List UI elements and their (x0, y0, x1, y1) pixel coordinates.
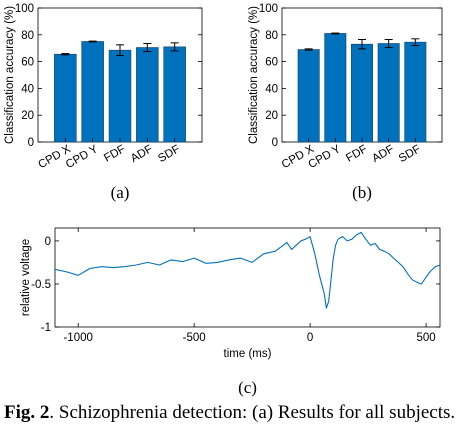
category-label: SDF (397, 143, 423, 165)
y-tick-label: 100 (15, 3, 34, 15)
plot-frame (54, 227, 441, 328)
signal-line (54, 231, 441, 309)
bar (324, 33, 347, 143)
category-label: FDF (344, 143, 369, 165)
x-axis-label: time (ms) (224, 348, 272, 360)
y-tick-label: 40 (265, 83, 278, 95)
y-tick-label: 20 (21, 110, 34, 122)
category-label: SDF (156, 143, 182, 165)
bar (351, 43, 373, 143)
bar (404, 41, 427, 143)
bar (163, 46, 186, 143)
y-tick-label: 40 (21, 83, 34, 95)
y-axis-label: relative voltage (20, 239, 32, 316)
figure-caption: Fig. 2. Schizophrenia detection: (a) Res… (4, 402, 474, 424)
y-tick-label: 0 (28, 137, 34, 149)
y-tick-label: -1 (41, 322, 51, 334)
y-axis-label: Classification accuracy (%) (4, 6, 16, 144)
y-tick-label: 20 (265, 110, 278, 122)
y-axis-label: Classification accuracy (%) (248, 6, 260, 144)
y-tick-label: 0 (45, 236, 51, 248)
x-tick-label: -1000 (63, 332, 92, 344)
bar (108, 49, 132, 143)
y-tick-label: 100 (259, 3, 278, 15)
x-tick-label: 500 (416, 332, 435, 344)
figure-label: Fig. 2 (4, 402, 50, 423)
y-tick-label: 60 (21, 57, 34, 69)
bar (81, 41, 104, 143)
bar (377, 43, 400, 143)
caption-text: . Schizophrenia detection: (a) Results f… (49, 402, 456, 423)
y-tick-label: 80 (265, 30, 278, 42)
y-tick-label: -0.5 (31, 279, 51, 291)
panel-label: (a) (111, 183, 130, 202)
panel-label: (c) (238, 378, 257, 397)
bar (54, 53, 77, 143)
category-label: FDF (102, 143, 127, 165)
y-tick-label: 0 (272, 137, 278, 149)
category-label: ADF (129, 143, 155, 165)
x-tick-label: 0 (307, 332, 313, 344)
category-label: CPD Y (64, 143, 101, 171)
panel-label: (b) (352, 183, 372, 202)
category-label: ADF (370, 143, 396, 165)
bar (297, 49, 320, 143)
y-tick-label: 80 (21, 30, 34, 42)
chart-c: -1000 -500 0 500 -1 -0.5 0 time (ms) relative vo… (20, 227, 441, 397)
x-tick-label: -500 (183, 332, 206, 344)
y-tick-label: 60 (265, 57, 278, 69)
bar (136, 47, 159, 143)
